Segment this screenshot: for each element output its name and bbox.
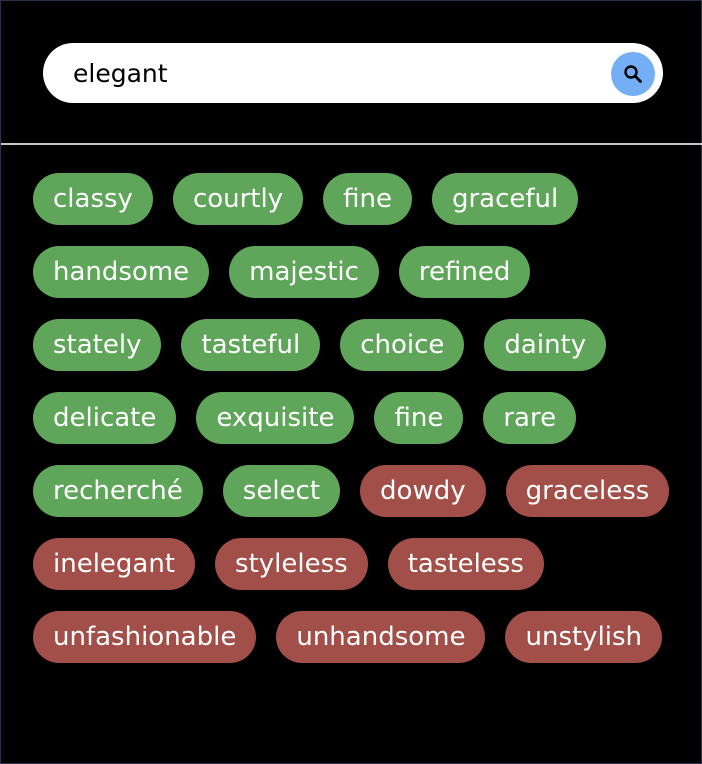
synonym-chip[interactable]: refined xyxy=(398,246,531,298)
antonym-chip[interactable]: tasteless xyxy=(387,538,544,590)
synonym-chip[interactable]: select xyxy=(222,465,341,517)
synonym-chip[interactable]: courtly xyxy=(172,173,304,225)
search-bar xyxy=(43,43,663,103)
antonym-chip[interactable]: graceless xyxy=(505,465,670,517)
antonym-chip[interactable]: dowdy xyxy=(360,465,486,517)
synonym-chip[interactable]: exquisite xyxy=(196,392,355,444)
synonym-chip[interactable]: fine xyxy=(374,392,464,444)
search-input[interactable] xyxy=(73,43,593,103)
divider xyxy=(1,143,702,145)
antonym-chip[interactable]: unstylish xyxy=(505,611,663,663)
synonym-chip[interactable]: dainty xyxy=(484,319,607,371)
synonym-chip[interactable]: recherché xyxy=(33,465,203,517)
synonym-chip[interactable]: rare xyxy=(483,392,577,444)
search-button[interactable] xyxy=(611,52,655,96)
synonym-chip[interactable]: fine xyxy=(323,173,412,225)
antonym-chip[interactable]: unhandsome xyxy=(276,611,486,663)
synonym-chip[interactable]: tasteful xyxy=(181,319,321,371)
synonym-chip[interactable]: delicate xyxy=(33,392,177,444)
synonym-chip[interactable]: choice xyxy=(340,319,465,371)
antonym-chip[interactable]: unfashionable xyxy=(33,611,257,663)
synonym-chip[interactable]: stately xyxy=(33,319,162,371)
search-icon xyxy=(624,65,642,83)
antonym-chip[interactable]: styleless xyxy=(215,538,368,590)
synonym-chip[interactable]: majestic xyxy=(229,246,379,298)
synonym-chip[interactable]: classy xyxy=(33,173,153,225)
synonym-chip[interactable]: handsome xyxy=(33,246,210,298)
word-chip-list: classy courtly fine graceful handsome majesti… xyxy=(33,173,673,663)
antonym-chip[interactable]: inelegant xyxy=(33,538,196,590)
synonym-chip[interactable]: graceful xyxy=(431,173,579,225)
